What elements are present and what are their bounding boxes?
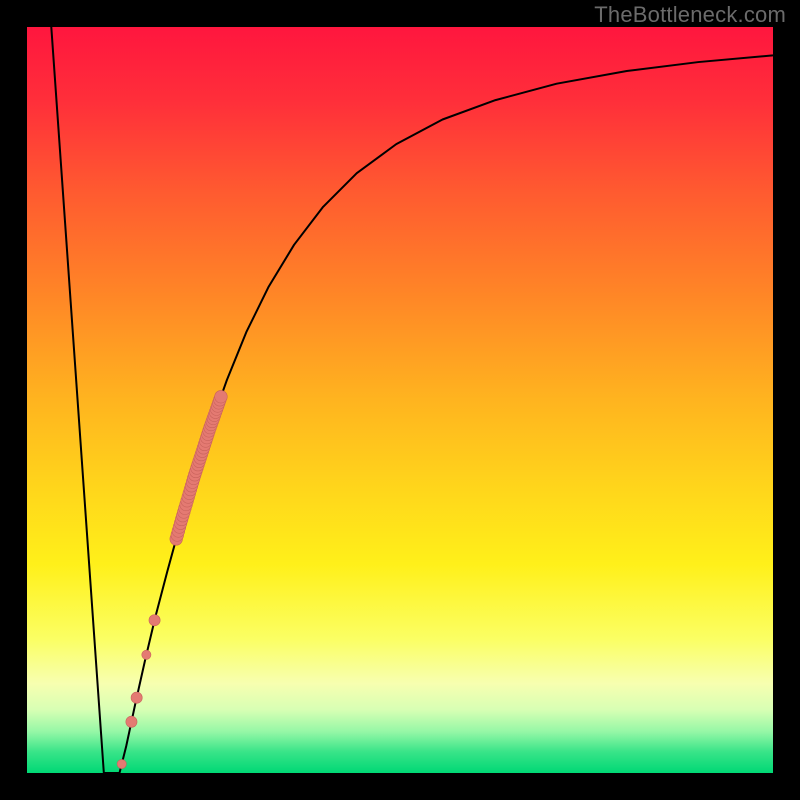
data-point xyxy=(215,390,228,403)
data-point xyxy=(126,716,137,727)
watermark-text: TheBottleneck.com xyxy=(594,2,786,28)
data-point xyxy=(117,759,126,768)
bottleneck-chart-svg xyxy=(0,0,800,800)
chart-container: TheBottleneck.com xyxy=(0,0,800,800)
data-point xyxy=(142,650,151,659)
data-point xyxy=(131,692,142,703)
data-point xyxy=(149,615,160,626)
plot-background xyxy=(27,27,773,773)
